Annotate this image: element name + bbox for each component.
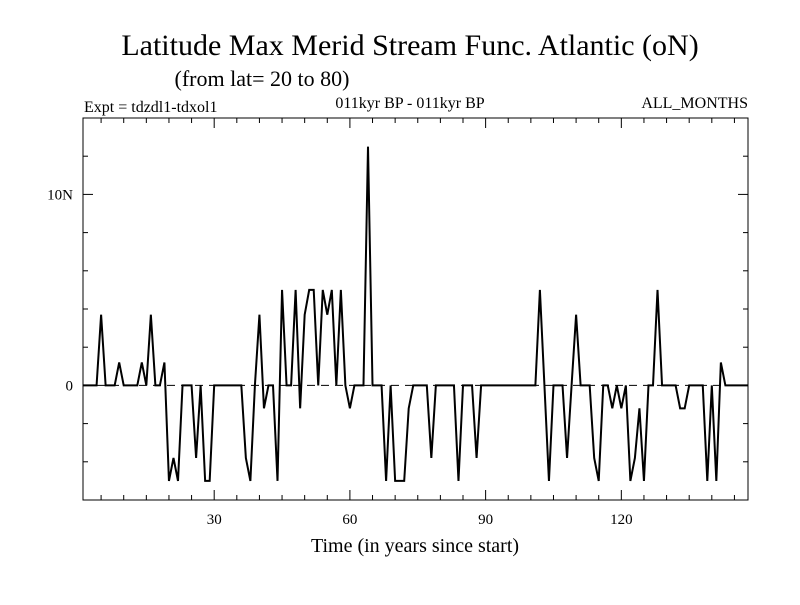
series-line: [83, 146, 748, 482]
x-tick-label: 30: [207, 512, 222, 528]
chart-subtitle: (from lat= 20 to 80): [175, 66, 350, 91]
axis-tick-labels: 30 60 90 120 0 10N: [47, 187, 632, 528]
y-tick-label: 0: [66, 378, 74, 394]
chart-title: Latitude Max Merid Stream Func. Atlantic…: [121, 29, 698, 62]
period-label: 011kyr BP - 011kyr BP: [335, 95, 484, 112]
x-axis-label: Time (in years since start): [311, 535, 519, 557]
y-tick-label: 10N: [47, 187, 73, 203]
plot-frame: [82, 117, 749, 501]
series-group: [83, 146, 748, 482]
x-tick-label: 90: [478, 512, 493, 528]
x-tick-label: 60: [342, 512, 357, 528]
months-label: ALL_MONTHS: [641, 95, 748, 112]
axis-ticks: [83, 117, 748, 501]
x-tick-label: 120: [610, 512, 633, 528]
expt-label: Expt = tdzdl1-tdxol1: [84, 99, 217, 116]
